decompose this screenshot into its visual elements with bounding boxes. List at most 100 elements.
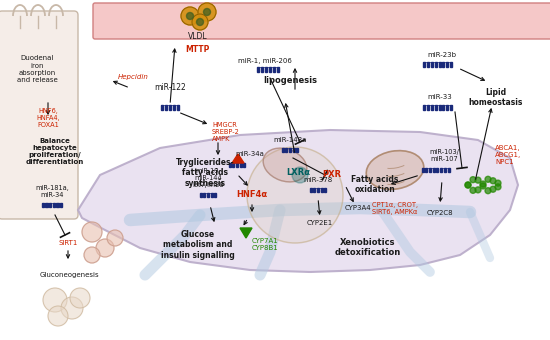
Circle shape xyxy=(84,247,100,263)
Bar xyxy=(438,105,441,109)
Circle shape xyxy=(475,187,481,193)
Polygon shape xyxy=(232,154,244,163)
Text: Duodenal
iron
absorption
and release: Duodenal iron absorption and release xyxy=(16,55,57,84)
Bar xyxy=(173,105,175,109)
Circle shape xyxy=(475,177,481,183)
Bar xyxy=(296,148,298,152)
Bar xyxy=(229,163,231,167)
Text: miR-122: miR-122 xyxy=(154,83,186,92)
Bar xyxy=(207,193,209,197)
Text: CYP2C8: CYP2C8 xyxy=(427,210,453,216)
Bar xyxy=(450,105,452,109)
Circle shape xyxy=(465,182,471,188)
Bar xyxy=(431,62,433,67)
Bar xyxy=(446,105,448,109)
Bar xyxy=(436,168,438,172)
Circle shape xyxy=(96,239,114,257)
Text: HMGCR
SREBP-2
AMPK: HMGCR SREBP-2 AMPK xyxy=(212,122,240,142)
Bar xyxy=(236,163,238,167)
Circle shape xyxy=(181,7,199,25)
Text: Hepcidin: Hepcidin xyxy=(118,74,149,80)
Bar xyxy=(446,62,448,67)
Circle shape xyxy=(470,177,476,183)
Bar xyxy=(425,168,427,172)
Text: Tryglicerides-
fatty acids
synthesis: Tryglicerides- fatty acids synthesis xyxy=(175,158,234,188)
Bar xyxy=(310,188,312,192)
Text: CYP3A4: CYP3A4 xyxy=(345,205,371,211)
Circle shape xyxy=(107,230,123,246)
Bar xyxy=(42,203,44,207)
Bar xyxy=(49,203,51,207)
Bar xyxy=(427,62,429,67)
Text: miR-1, miR-206: miR-1, miR-206 xyxy=(238,58,292,64)
Bar xyxy=(434,105,437,109)
Bar xyxy=(53,203,55,207)
FancyBboxPatch shape xyxy=(93,3,550,39)
Circle shape xyxy=(43,288,67,312)
Bar xyxy=(214,193,216,197)
Text: MTTP: MTTP xyxy=(185,46,210,54)
Circle shape xyxy=(490,178,496,184)
Bar xyxy=(321,188,323,192)
Text: miR-103/
miR-107: miR-103/ miR-107 xyxy=(429,149,459,162)
Bar xyxy=(257,67,260,71)
Bar xyxy=(441,168,442,172)
Bar xyxy=(211,193,213,197)
Text: miR-378: miR-378 xyxy=(304,177,333,183)
Text: Balance
hepatocyte
proliferation/
differentiation: Balance hepatocyte proliferation/ differ… xyxy=(26,138,84,165)
Bar xyxy=(444,168,446,172)
Text: miR-148a: miR-148a xyxy=(273,137,307,143)
Bar xyxy=(289,148,291,152)
Bar xyxy=(204,193,205,197)
Bar xyxy=(161,105,163,109)
Text: miR-181a,
miR-34: miR-181a, miR-34 xyxy=(35,185,69,198)
Bar xyxy=(240,163,241,167)
Circle shape xyxy=(198,3,216,21)
Circle shape xyxy=(70,288,90,308)
Text: Fatty acids
oxidation: Fatty acids oxidation xyxy=(351,175,399,194)
Ellipse shape xyxy=(366,151,424,189)
Bar xyxy=(448,168,450,172)
Text: Gluconeogenesis: Gluconeogenesis xyxy=(40,272,100,278)
Bar xyxy=(243,163,245,167)
Bar xyxy=(423,62,425,67)
Circle shape xyxy=(192,14,208,30)
Text: Lipid
homeostasis: Lipid homeostasis xyxy=(469,88,523,107)
Polygon shape xyxy=(78,130,518,272)
Bar xyxy=(438,62,441,67)
Bar xyxy=(433,168,434,172)
Bar xyxy=(282,148,284,152)
Text: CYP7A1
CYP8B1: CYP7A1 CYP8B1 xyxy=(252,238,279,251)
Circle shape xyxy=(485,188,491,194)
Circle shape xyxy=(465,182,471,188)
Bar xyxy=(442,105,444,109)
Bar xyxy=(442,62,444,67)
Bar xyxy=(317,188,319,192)
Bar xyxy=(431,105,433,109)
Circle shape xyxy=(61,297,83,319)
Bar xyxy=(450,62,452,67)
Bar xyxy=(46,203,48,207)
Bar xyxy=(427,105,429,109)
Bar xyxy=(273,67,275,71)
Circle shape xyxy=(495,180,501,186)
Bar xyxy=(165,105,167,109)
Text: miR-23b: miR-23b xyxy=(427,52,456,58)
Bar xyxy=(169,105,171,109)
Text: Xenobiotics
detoxification: Xenobiotics detoxification xyxy=(335,238,401,257)
Circle shape xyxy=(186,13,194,19)
Bar xyxy=(57,203,58,207)
Text: LXRα: LXRα xyxy=(286,168,310,177)
Bar xyxy=(60,203,62,207)
Text: HNF4α: HNF4α xyxy=(236,190,267,199)
Bar xyxy=(269,67,271,71)
Bar xyxy=(200,193,202,197)
Text: SIRT1: SIRT1 xyxy=(58,240,78,246)
Text: miR-34a: miR-34a xyxy=(235,151,265,157)
Bar xyxy=(314,188,315,192)
Ellipse shape xyxy=(263,148,307,182)
Circle shape xyxy=(480,183,486,189)
Bar xyxy=(277,67,279,71)
Bar xyxy=(324,188,326,192)
FancyBboxPatch shape xyxy=(0,11,78,219)
